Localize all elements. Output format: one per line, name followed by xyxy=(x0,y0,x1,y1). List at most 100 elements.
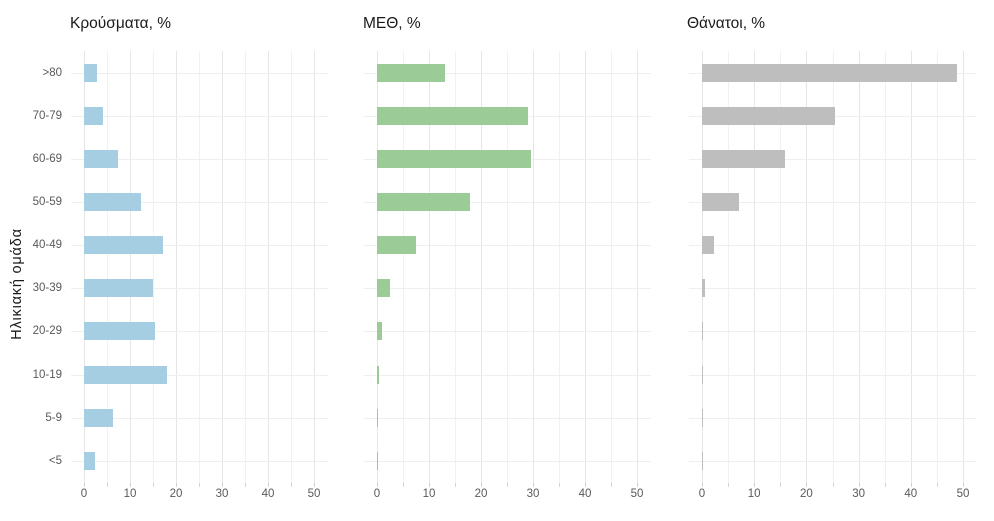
gridline-vertical-10 xyxy=(754,51,756,483)
bar-deaths-70-79 xyxy=(702,106,836,125)
bar-icu-50-59 xyxy=(377,193,471,212)
x-tick-label-deaths-20: 20 xyxy=(799,488,813,500)
x-tick-cases-40 xyxy=(268,482,269,487)
gridline-horizontal-5-9 xyxy=(689,417,976,419)
x-tick-icu-45 xyxy=(611,482,612,487)
gridline-horizontal-20-29 xyxy=(689,331,976,333)
x-tick-deaths-45 xyxy=(936,482,938,487)
gridline-vertical-15 xyxy=(153,51,154,483)
x-tick-label-icu-30: 30 xyxy=(526,488,540,500)
x-tick-label-deaths-10: 10 xyxy=(747,488,761,500)
gridline-horizontal-10-19 xyxy=(71,374,328,376)
x-tick-icu-40 xyxy=(585,482,586,487)
gridline-horizontal-20-29 xyxy=(364,331,651,333)
gridline-horizontal-50-59 xyxy=(71,202,328,204)
x-tick-deaths-50 xyxy=(963,482,964,487)
bar-deaths-40-49 xyxy=(702,236,714,255)
x-tick-deaths-20 xyxy=(806,482,808,487)
x-tick-label-icu-50: 50 xyxy=(630,488,644,500)
bar-cases-30-39 xyxy=(84,279,153,298)
panel-title-deaths: Θάνατοι, % xyxy=(687,15,766,32)
gridline-vertical-10 xyxy=(429,51,430,483)
x-tick-icu-25 xyxy=(507,482,508,487)
gridline-vertical-5 xyxy=(728,51,730,483)
x-tick-icu-10 xyxy=(429,482,430,487)
bar-deaths-10-19 xyxy=(702,365,703,384)
x-tick-cases-25 xyxy=(199,482,200,487)
gridline-horizontal-10-19 xyxy=(364,374,651,376)
y-tick-label-5-9: 5-9 xyxy=(45,411,62,424)
panel-icu xyxy=(364,51,651,483)
x-tick-cases-5 xyxy=(107,482,108,487)
gridline-vertical-25 xyxy=(507,51,508,483)
panel-deaths xyxy=(689,51,976,483)
x-tick-deaths-30 xyxy=(858,482,860,487)
y-tick-label-60-69: 60-69 xyxy=(32,152,62,165)
x-tick-icu-15 xyxy=(455,482,456,487)
gridline-horizontal-50-59 xyxy=(364,202,651,204)
panel-title-icu: ΜΕΘ, % xyxy=(363,15,421,32)
x-tick-label-cases-10: 10 xyxy=(123,488,137,500)
gridline-vertical-35 xyxy=(884,51,886,483)
x-tick-icu-5 xyxy=(403,482,404,487)
bar-cases-10-19 xyxy=(84,365,167,384)
gridline-horizontal-gt80 xyxy=(364,72,651,74)
x-tick-icu-30 xyxy=(533,482,534,487)
gridline-horizontal-50-59 xyxy=(689,202,976,204)
gridline-vertical-20 xyxy=(176,51,177,483)
x-tick-icu-50 xyxy=(637,482,638,487)
y-tick-label-40-49: 40-49 xyxy=(32,239,62,252)
bar-cases-20-29 xyxy=(84,322,155,341)
gridline-horizontal-40-49 xyxy=(364,245,651,247)
gridline-horizontal-30-39 xyxy=(689,288,976,290)
x-tick-label-icu-40: 40 xyxy=(578,488,592,500)
gridline-vertical-30 xyxy=(858,51,860,483)
gridline-vertical-40 xyxy=(585,51,586,483)
gridline-horizontal-10-19 xyxy=(689,374,976,376)
gridline-vertical-40 xyxy=(910,51,912,483)
bar-deaths-50-59 xyxy=(702,193,739,212)
bar-deaths-lt5 xyxy=(702,451,703,470)
gridline-horizontal-gt80 xyxy=(71,72,328,74)
gridline-vertical-0 xyxy=(702,51,703,483)
bar-cases-gt80 xyxy=(84,63,97,82)
x-tick-icu-20 xyxy=(481,482,482,487)
bar-icu-30-39 xyxy=(377,279,390,298)
y-tick-label-10-19: 10-19 xyxy=(32,368,62,381)
gridline-vertical-50 xyxy=(314,51,315,483)
x-tick-cases-10 xyxy=(130,482,131,487)
gridline-vertical-10 xyxy=(130,51,131,483)
x-tick-deaths-15 xyxy=(780,482,782,487)
gridline-horizontal-lt5 xyxy=(364,460,651,462)
x-tick-label-deaths-50: 50 xyxy=(956,488,970,500)
gridline-horizontal-70-79 xyxy=(71,115,328,117)
bar-icu-gt80 xyxy=(377,63,446,82)
x-tick-deaths-25 xyxy=(832,482,834,487)
x-tick-label-cases-20: 20 xyxy=(169,488,183,500)
panel-title-cases: Κρούσματα, % xyxy=(70,15,171,32)
gridline-horizontal-30-39 xyxy=(364,288,651,290)
gridline-horizontal-5-9 xyxy=(71,417,328,419)
gridline-horizontal-40-49 xyxy=(689,245,976,247)
gridline-vertical-30 xyxy=(222,51,223,483)
panel-cases xyxy=(71,51,328,483)
gridline-vertical-0 xyxy=(84,51,85,483)
x-tick-label-cases-40: 40 xyxy=(261,488,275,500)
x-tick-label-cases-0: 0 xyxy=(80,488,88,500)
y-tick-label-50-59: 50-59 xyxy=(32,196,62,208)
x-tick-cases-20 xyxy=(176,482,177,487)
bar-icu-60-69 xyxy=(377,149,531,168)
bar-cases-40-49 xyxy=(84,236,164,255)
gridline-horizontal-30-39 xyxy=(71,288,328,290)
gridline-vertical-35 xyxy=(559,51,560,483)
bar-cases-60-69 xyxy=(84,149,118,168)
gridline-vertical-20 xyxy=(806,51,808,483)
x-tick-label-icu-20: 20 xyxy=(474,488,488,500)
gridline-vertical-5 xyxy=(107,51,108,483)
x-tick-deaths-40 xyxy=(910,482,912,487)
x-tick-icu-35 xyxy=(559,482,560,487)
gridline-horizontal-40-49 xyxy=(71,245,328,247)
x-tick-label-deaths-0: 0 xyxy=(698,488,706,500)
gridline-vertical-0 xyxy=(377,51,378,483)
bar-icu-20-29 xyxy=(377,322,383,341)
